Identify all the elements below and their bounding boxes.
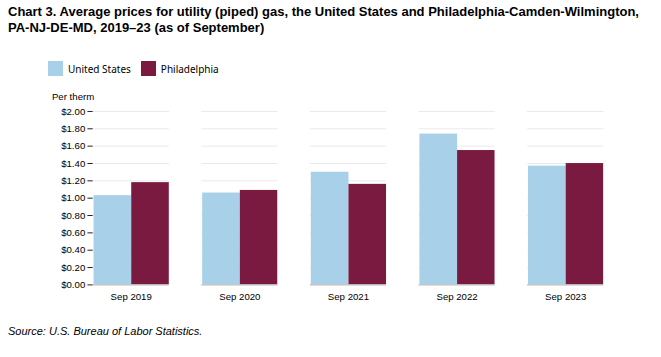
svg-text:$0.00: $0.00 (61, 279, 85, 290)
svg-text:Sep 2023: Sep 2023 (545, 291, 586, 302)
svg-text:$0.20: $0.20 (61, 262, 85, 273)
svg-text:$0.60: $0.60 (61, 227, 85, 238)
svg-text:Sep 2022: Sep 2022 (436, 291, 477, 302)
svg-text:$1.80: $1.80 (61, 123, 85, 134)
svg-text:$0.80: $0.80 (61, 210, 85, 221)
svg-text:$0.40: $0.40 (61, 244, 85, 255)
svg-text:$1.60: $1.60 (61, 140, 85, 151)
svg-text:Sep 2019: Sep 2019 (111, 291, 152, 302)
html-text:United States: United States (68, 61, 131, 76)
html-text:Chart 3. Average prices for ut: Chart 3. Average prices for utility (pip… (8, 4, 639, 35)
svg-text:$2.00: $2.00 (61, 106, 85, 117)
svg-text:$1.00: $1.00 (61, 192, 85, 203)
html-text:Philadelphia: Philadelphia (160, 61, 219, 76)
svg-text:$1.20: $1.20 (61, 175, 85, 186)
svg-text:Sep 2021: Sep 2021 (328, 291, 369, 302)
html-text:Source: U.S. Bureau of Labor S: Source: U.S. Bureau of Labor Statistics. (8, 325, 203, 337)
svg-text:Sep 2020: Sep 2020 (219, 291, 260, 302)
svg-text:Per therm: Per therm (52, 91, 94, 102)
svg-text:$1.40: $1.40 (61, 158, 85, 169)
